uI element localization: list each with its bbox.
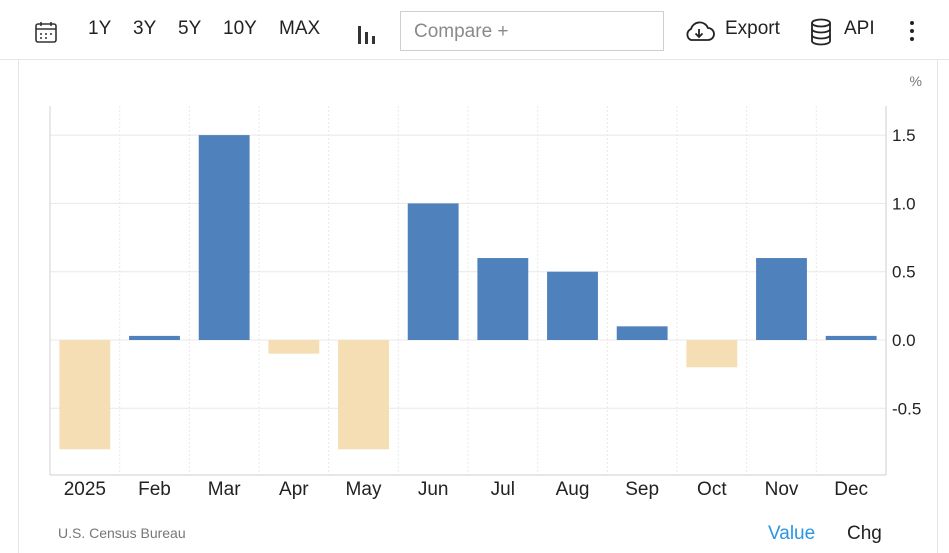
compare-placeholder: Compare + xyxy=(414,21,509,42)
bar-dec xyxy=(825,335,877,340)
bar-may xyxy=(338,340,389,450)
x-tick-label: Nov xyxy=(765,479,799,500)
calendar-icon[interactable] xyxy=(34,20,58,44)
range-3y-button[interactable]: 3Y xyxy=(133,18,157,39)
x-tick-label: Sep xyxy=(625,479,659,500)
bar-2025 xyxy=(59,340,111,450)
x-tick-label: Dec xyxy=(834,479,868,500)
bar-aug xyxy=(547,271,598,340)
x-tick-label: Apr xyxy=(279,479,309,500)
chg-toggle[interactable]: Chg xyxy=(847,523,882,544)
bar-feb xyxy=(129,335,180,340)
bar-jul xyxy=(477,258,529,340)
y-tick-label: 1.0 xyxy=(892,194,916,213)
x-tick-label: Feb xyxy=(138,479,171,500)
x-tick-label: May xyxy=(346,479,382,500)
bar-chart: 2025 Feb Mar Apr May Jun Jul Aug Sep Oct Nov Dec 1.5… xyxy=(49,73,922,500)
x-tick-label: Oct xyxy=(697,479,727,500)
bar-nov xyxy=(756,258,807,340)
unit-label: % xyxy=(910,73,922,89)
range-10y-button[interactable]: 10Y xyxy=(223,18,257,39)
range-max-button[interactable]: MAX xyxy=(279,18,321,39)
api-button[interactable]: API xyxy=(844,18,875,39)
y-tick-label: -0.5 xyxy=(892,399,921,418)
bar-oct xyxy=(686,340,738,368)
database-icon[interactable] xyxy=(809,18,833,46)
more-options-icon[interactable] xyxy=(906,21,918,45)
compare-input[interactable]: Compare + xyxy=(400,11,664,51)
x-tick-label: Mar xyxy=(208,479,241,500)
range-1y-button[interactable]: 1Y xyxy=(88,18,112,39)
range-5y-button[interactable]: 5Y xyxy=(178,18,202,39)
y-tick-label: 0.5 xyxy=(892,263,916,282)
x-tick-label: 2025 xyxy=(64,479,106,500)
bar-jun xyxy=(407,203,459,340)
bar-sep xyxy=(616,326,668,340)
y-tick-label: 1.5 xyxy=(892,126,916,145)
x-tick-label: Jul xyxy=(491,479,515,500)
x-tick-label: Jun xyxy=(418,479,449,500)
cloud-download-icon[interactable] xyxy=(683,20,715,44)
chart-frame xyxy=(18,0,938,553)
chart-type-icon[interactable] xyxy=(357,22,377,44)
x-tick-label: Aug xyxy=(556,479,590,500)
bar-apr xyxy=(268,340,320,354)
y-tick-label: 0.0 xyxy=(892,331,916,350)
value-toggle[interactable]: Value xyxy=(768,523,816,544)
source-label: U.S. Census Bureau xyxy=(58,525,186,541)
export-button[interactable]: Export xyxy=(725,18,780,39)
toolbar: 1Y 3Y 5Y 10Y MAX Compare + Export API xyxy=(0,0,949,60)
bar-mar xyxy=(198,135,250,340)
